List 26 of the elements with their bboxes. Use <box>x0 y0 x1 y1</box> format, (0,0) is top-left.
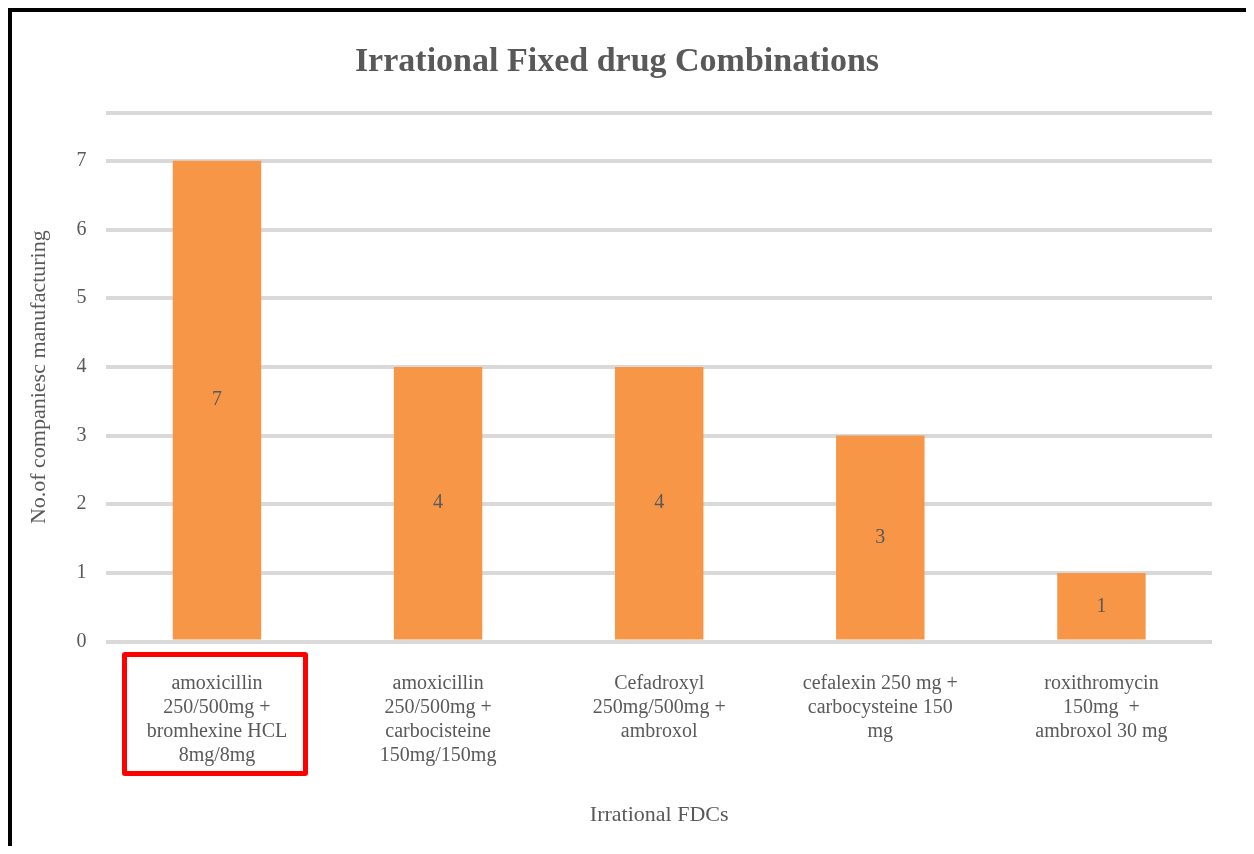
bar <box>172 160 262 640</box>
x-tick-label: roxithromycin 150mg + ambroxol 30 mg <box>1035 670 1168 742</box>
data-label: 3 <box>875 524 886 547</box>
x-tick-label: amoxicillin 250/500mg + carbocisteine 150mg/150mg <box>379 670 497 766</box>
x-tick-label: Cefadroxyl 250mg/500mg + ambroxol <box>592 670 726 741</box>
x-tick-label: amoxicillin 250/500mg + bromhexine HCL 8mg/8mg <box>146 670 288 766</box>
x-axis-title: Irrational FDCs <box>589 800 729 826</box>
y-tick-label: 1 <box>76 560 87 583</box>
x-tick-label: cefalexin 250 mg + carbocysteine 150 mg <box>802 670 958 742</box>
y-tick-label: 0 <box>76 628 87 651</box>
data-label: 4 <box>654 490 665 513</box>
y-tick-label: 2 <box>76 491 87 514</box>
data-label: 1 <box>1096 593 1107 616</box>
data-label: 4 <box>433 490 444 513</box>
y-tick-label: 5 <box>76 285 87 308</box>
y-tick-label: 3 <box>76 422 87 445</box>
bar <box>614 366 704 640</box>
y-axis-title: No.of companiesc manufacturing <box>24 230 50 525</box>
bar <box>836 435 925 640</box>
bar <box>393 366 483 640</box>
data-label: 7 <box>211 387 222 410</box>
y-tick-label: 4 <box>76 354 87 377</box>
bar <box>1057 572 1146 640</box>
y-tick-label: 7 <box>76 148 87 171</box>
chart-title: Irrational Fixed drug Combinations <box>354 41 880 79</box>
y-tick-label: 6 <box>76 216 87 239</box>
